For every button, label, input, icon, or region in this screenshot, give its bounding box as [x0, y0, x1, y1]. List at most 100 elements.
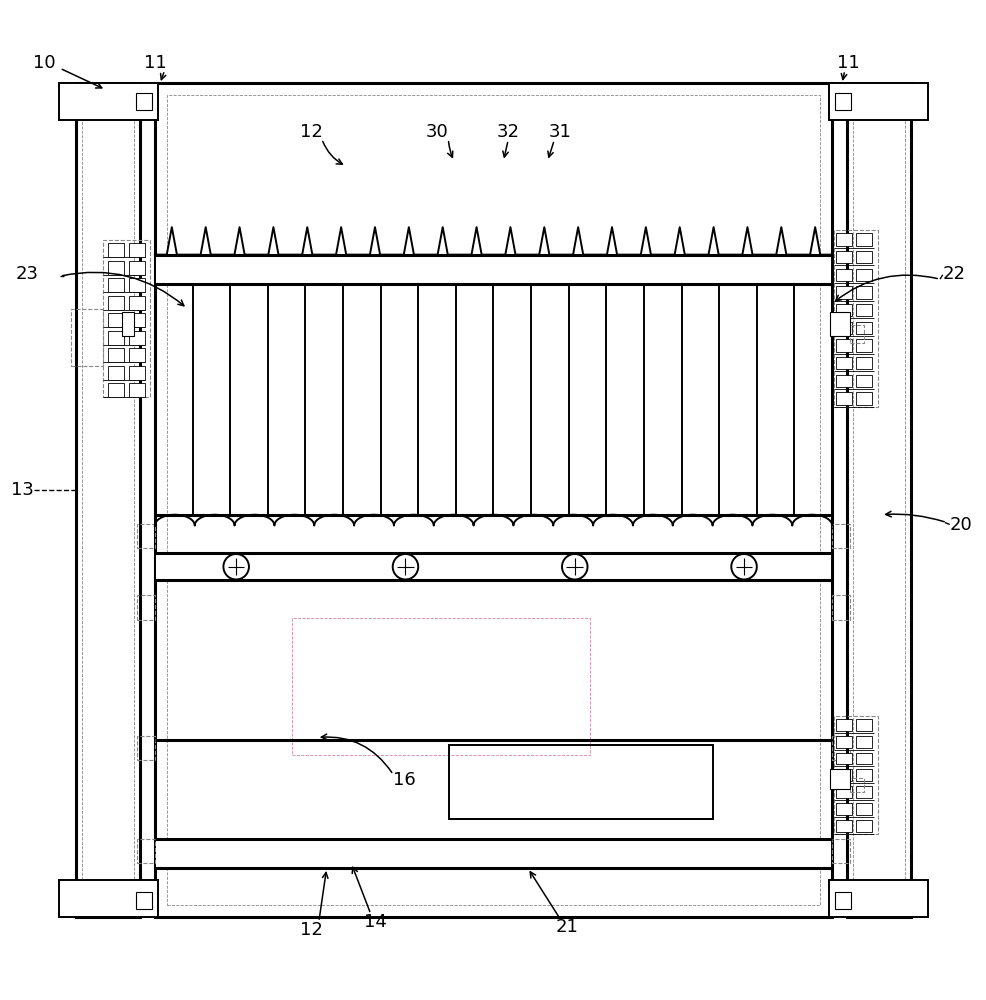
Text: 20: 20 — [949, 516, 971, 534]
Bar — [835, 304, 852, 316]
Bar — [855, 820, 872, 832]
Bar — [136, 93, 152, 110]
Bar — [136, 892, 152, 909]
Bar — [829, 312, 849, 336]
Bar — [855, 753, 872, 764]
Bar — [128, 331, 145, 345]
Bar — [107, 383, 124, 397]
Bar — [855, 357, 872, 369]
Bar — [128, 261, 145, 275]
Bar — [71, 309, 103, 366]
Bar — [128, 366, 145, 380]
Bar — [128, 313, 145, 327]
Bar — [58, 83, 158, 120]
Bar — [835, 820, 852, 832]
Bar — [128, 383, 145, 397]
Bar — [849, 325, 864, 343]
Bar — [835, 736, 852, 748]
Bar — [828, 880, 928, 917]
Text: 13: 13 — [11, 481, 35, 499]
Bar — [107, 331, 124, 345]
Bar — [831, 595, 849, 620]
Bar — [82, 89, 134, 911]
Bar — [137, 839, 155, 863]
Bar — [849, 778, 864, 792]
Bar — [855, 322, 872, 334]
Bar — [121, 312, 133, 336]
Bar — [852, 89, 904, 911]
Bar — [855, 339, 872, 352]
Bar — [855, 769, 872, 781]
Bar — [107, 366, 124, 380]
Bar — [137, 595, 155, 620]
Bar — [855, 392, 872, 405]
Text: 11: 11 — [836, 54, 859, 72]
Bar — [107, 296, 124, 310]
Bar — [835, 251, 852, 263]
Bar — [107, 261, 124, 275]
Bar — [835, 753, 852, 764]
Bar — [855, 719, 872, 731]
Bar — [834, 93, 850, 110]
Bar — [828, 83, 928, 120]
Bar — [103, 240, 150, 397]
Bar — [855, 375, 872, 387]
Bar — [829, 769, 849, 789]
Bar — [128, 278, 145, 292]
Text: 32: 32 — [496, 123, 520, 141]
Bar — [155, 553, 831, 580]
Text: 23: 23 — [16, 265, 39, 283]
Bar — [835, 357, 852, 369]
Bar — [76, 83, 140, 917]
Bar — [128, 296, 145, 310]
Bar — [835, 375, 852, 387]
Bar — [833, 230, 878, 407]
Text: 11: 11 — [143, 54, 166, 72]
Bar — [835, 719, 852, 731]
Bar — [834, 892, 850, 909]
Bar — [167, 95, 819, 905]
Bar — [835, 269, 852, 281]
Bar — [855, 304, 872, 316]
Bar — [155, 255, 831, 284]
Bar — [107, 313, 124, 327]
Bar — [835, 339, 852, 352]
Bar — [835, 803, 852, 815]
Bar — [449, 745, 713, 819]
Bar — [155, 83, 831, 917]
Bar — [155, 839, 831, 868]
Text: 30: 30 — [425, 123, 448, 141]
Bar — [831, 524, 849, 548]
Bar — [855, 786, 872, 798]
Bar — [137, 524, 155, 548]
Text: 12: 12 — [300, 123, 323, 141]
Bar — [128, 348, 145, 362]
Bar — [835, 392, 852, 405]
Bar — [833, 716, 878, 834]
Bar — [128, 243, 145, 257]
Bar — [835, 769, 852, 781]
Bar — [831, 736, 849, 760]
Bar — [855, 803, 872, 815]
Bar — [107, 243, 124, 257]
Text: 22: 22 — [942, 265, 965, 283]
Bar — [58, 880, 158, 917]
Text: 14: 14 — [364, 913, 387, 931]
Text: 16: 16 — [393, 771, 416, 789]
Bar — [835, 233, 852, 246]
Bar — [835, 786, 852, 798]
Bar — [835, 322, 852, 334]
Bar — [107, 348, 124, 362]
Bar — [292, 618, 590, 755]
Bar — [855, 736, 872, 748]
Bar — [855, 269, 872, 281]
Bar — [137, 736, 155, 760]
Text: 10: 10 — [33, 54, 55, 72]
Text: 12: 12 — [300, 921, 323, 939]
Bar — [835, 286, 852, 299]
Bar — [855, 251, 872, 263]
Bar — [831, 839, 849, 863]
Bar — [107, 278, 124, 292]
Bar — [846, 83, 910, 917]
Bar — [855, 286, 872, 299]
